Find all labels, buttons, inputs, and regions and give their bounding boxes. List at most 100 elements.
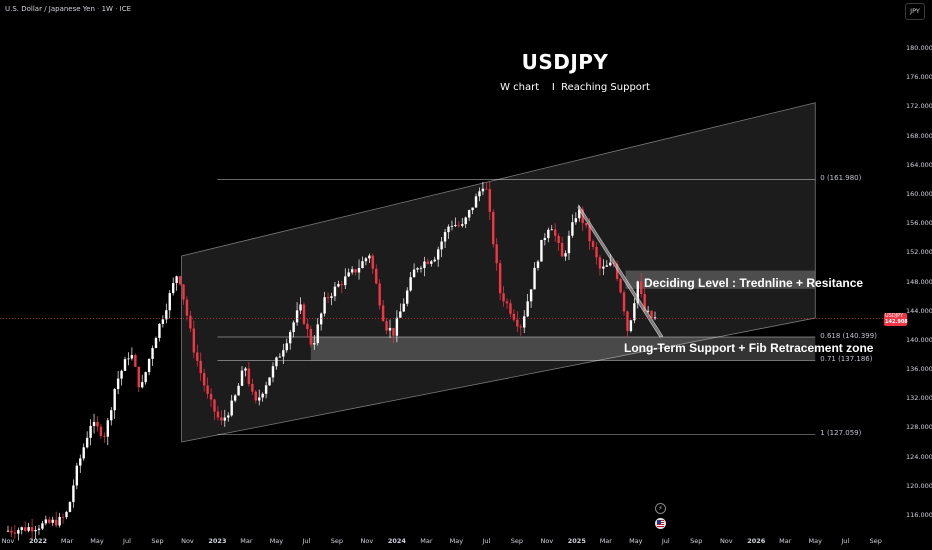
price-zones: [310, 270, 816, 361]
us-flag-icon[interactable]: [655, 518, 666, 529]
candle-body: [505, 301, 509, 304]
candle-body: [509, 303, 512, 314]
candle-body: [402, 303, 405, 312]
candle-body: [309, 328, 313, 345]
candle-body: [512, 313, 516, 320]
candle-body: [278, 356, 282, 358]
candle-body: [292, 322, 295, 333]
candle-body: [385, 321, 388, 331]
candle-body: [96, 421, 99, 427]
time-tick-label: Jul: [302, 537, 311, 545]
candle-body: [295, 310, 299, 323]
candle-body: [182, 284, 185, 300]
separator: ·: [115, 5, 118, 13]
time-tick-label: 2025: [567, 537, 586, 545]
time-tick-label: Jul: [123, 537, 131, 545]
candle-body: [450, 226, 454, 227]
candle-body: [571, 222, 574, 236]
time-tick-label: Mar: [60, 537, 74, 545]
timeframe[interactable]: 1W: [101, 5, 113, 13]
candle-body: [337, 284, 340, 287]
candle-body: [189, 315, 192, 329]
candle-body: [457, 225, 461, 226]
candle-body: [99, 426, 103, 436]
candle-body: [578, 209, 581, 219]
candle-body: [650, 310, 653, 319]
candle-body: [426, 261, 430, 264]
currency-button[interactable]: JPY: [905, 3, 925, 20]
candle-body: [178, 276, 182, 285]
candle-body: [10, 530, 13, 533]
time-tick-label: Mar: [599, 537, 612, 545]
candle-body: [306, 323, 309, 329]
candle-body: [547, 229, 550, 239]
candle-body: [378, 283, 381, 306]
candle-body: [605, 265, 609, 267]
candle-body: [82, 447, 85, 459]
price-tick-label: 168.000: [906, 131, 932, 140]
lightning-icon[interactable]: ⚡: [655, 503, 666, 514]
time-tick-label: Sep: [151, 537, 164, 545]
candle-body: [643, 293, 646, 312]
candle-body: [92, 421, 96, 426]
candle-body: [75, 465, 79, 486]
candle-body: [516, 319, 519, 327]
candle-body: [392, 327, 395, 336]
candle-body: [34, 529, 37, 532]
time-tick-label: Nov: [719, 537, 733, 545]
candle-body: [557, 235, 560, 243]
time-tick-label: Mar: [240, 537, 253, 545]
candle-body: [213, 399, 216, 412]
candle-body: [433, 259, 436, 262]
candle-body: [543, 238, 547, 240]
candle-body: [526, 301, 529, 317]
price-tick-label: 124.000: [906, 452, 932, 461]
price-tick-label: 128.000: [906, 423, 932, 432]
candle-body: [560, 242, 564, 257]
candle-body: [288, 332, 292, 344]
price-tick-label: 160.000: [906, 189, 932, 198]
candle-body: [68, 502, 72, 512]
separator: ·: [97, 5, 100, 13]
candle-body: [498, 263, 502, 294]
symbol-info[interactable]: U.S. Dollar / Japanese Yen · 1W · ICE: [5, 5, 131, 13]
candle-body: [244, 368, 247, 371]
candle-body: [237, 385, 240, 396]
candle-body: [478, 191, 481, 197]
candle-body: [622, 292, 626, 312]
candle-body: [406, 290, 409, 304]
candle-body: [461, 224, 464, 226]
candle-body: [326, 297, 330, 299]
candle-body: [20, 527, 23, 531]
candle-body: [323, 297, 326, 314]
candle-body: [313, 343, 316, 345]
candle-body: [447, 226, 450, 233]
candle-body: [41, 523, 44, 529]
time-tick-label: Nov: [360, 537, 374, 545]
candle-body: [419, 268, 423, 269]
candle-body: [626, 311, 629, 332]
time-tick-label: Sep: [510, 537, 523, 545]
time-tick-label: Sep: [690, 537, 703, 545]
time-tick-label: Nov: [1, 537, 15, 545]
candle-body: [27, 527, 30, 531]
price-tick-label: 132.000: [906, 394, 932, 403]
candle-body: [17, 530, 20, 534]
candle-body: [567, 235, 571, 254]
candle-body: [347, 272, 350, 277]
support-zone: [310, 336, 816, 361]
candle-body: [65, 511, 68, 518]
trendline: [577, 204, 664, 338]
candle-body: [357, 267, 361, 273]
candle-body: [375, 268, 378, 284]
candle-body: [602, 266, 605, 269]
candle-body: [584, 223, 588, 226]
candle-body: [30, 527, 34, 532]
candle-body: [533, 267, 536, 290]
candle-body: [471, 207, 474, 211]
price-tick-label: 116.000: [906, 511, 932, 519]
candle-body: [185, 299, 189, 316]
candle-body: [361, 261, 364, 268]
candle-body: [340, 284, 344, 286]
